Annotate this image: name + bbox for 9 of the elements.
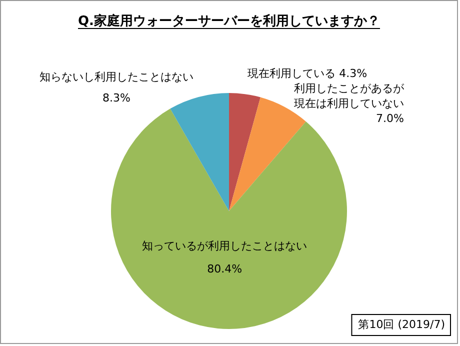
data-label: 80.4% — [207, 262, 242, 276]
data-label: 8.3% — [102, 92, 130, 105]
slice-label: 現在利用している 4.3% — [248, 67, 368, 80]
slice-label: 知らないし利用したことはない — [39, 70, 194, 84]
chart-title: Q.家庭用ウォーターサーバーを利用していますか？ — [78, 13, 380, 29]
text: 第10回 (2019/7) — [358, 318, 445, 331]
slice-label: 利用したことがあるが現在は利用していない — [294, 82, 405, 110]
slice-label: 知っているが利用したことはない — [142, 239, 308, 252]
data-label: 7.0% — [376, 112, 404, 126]
